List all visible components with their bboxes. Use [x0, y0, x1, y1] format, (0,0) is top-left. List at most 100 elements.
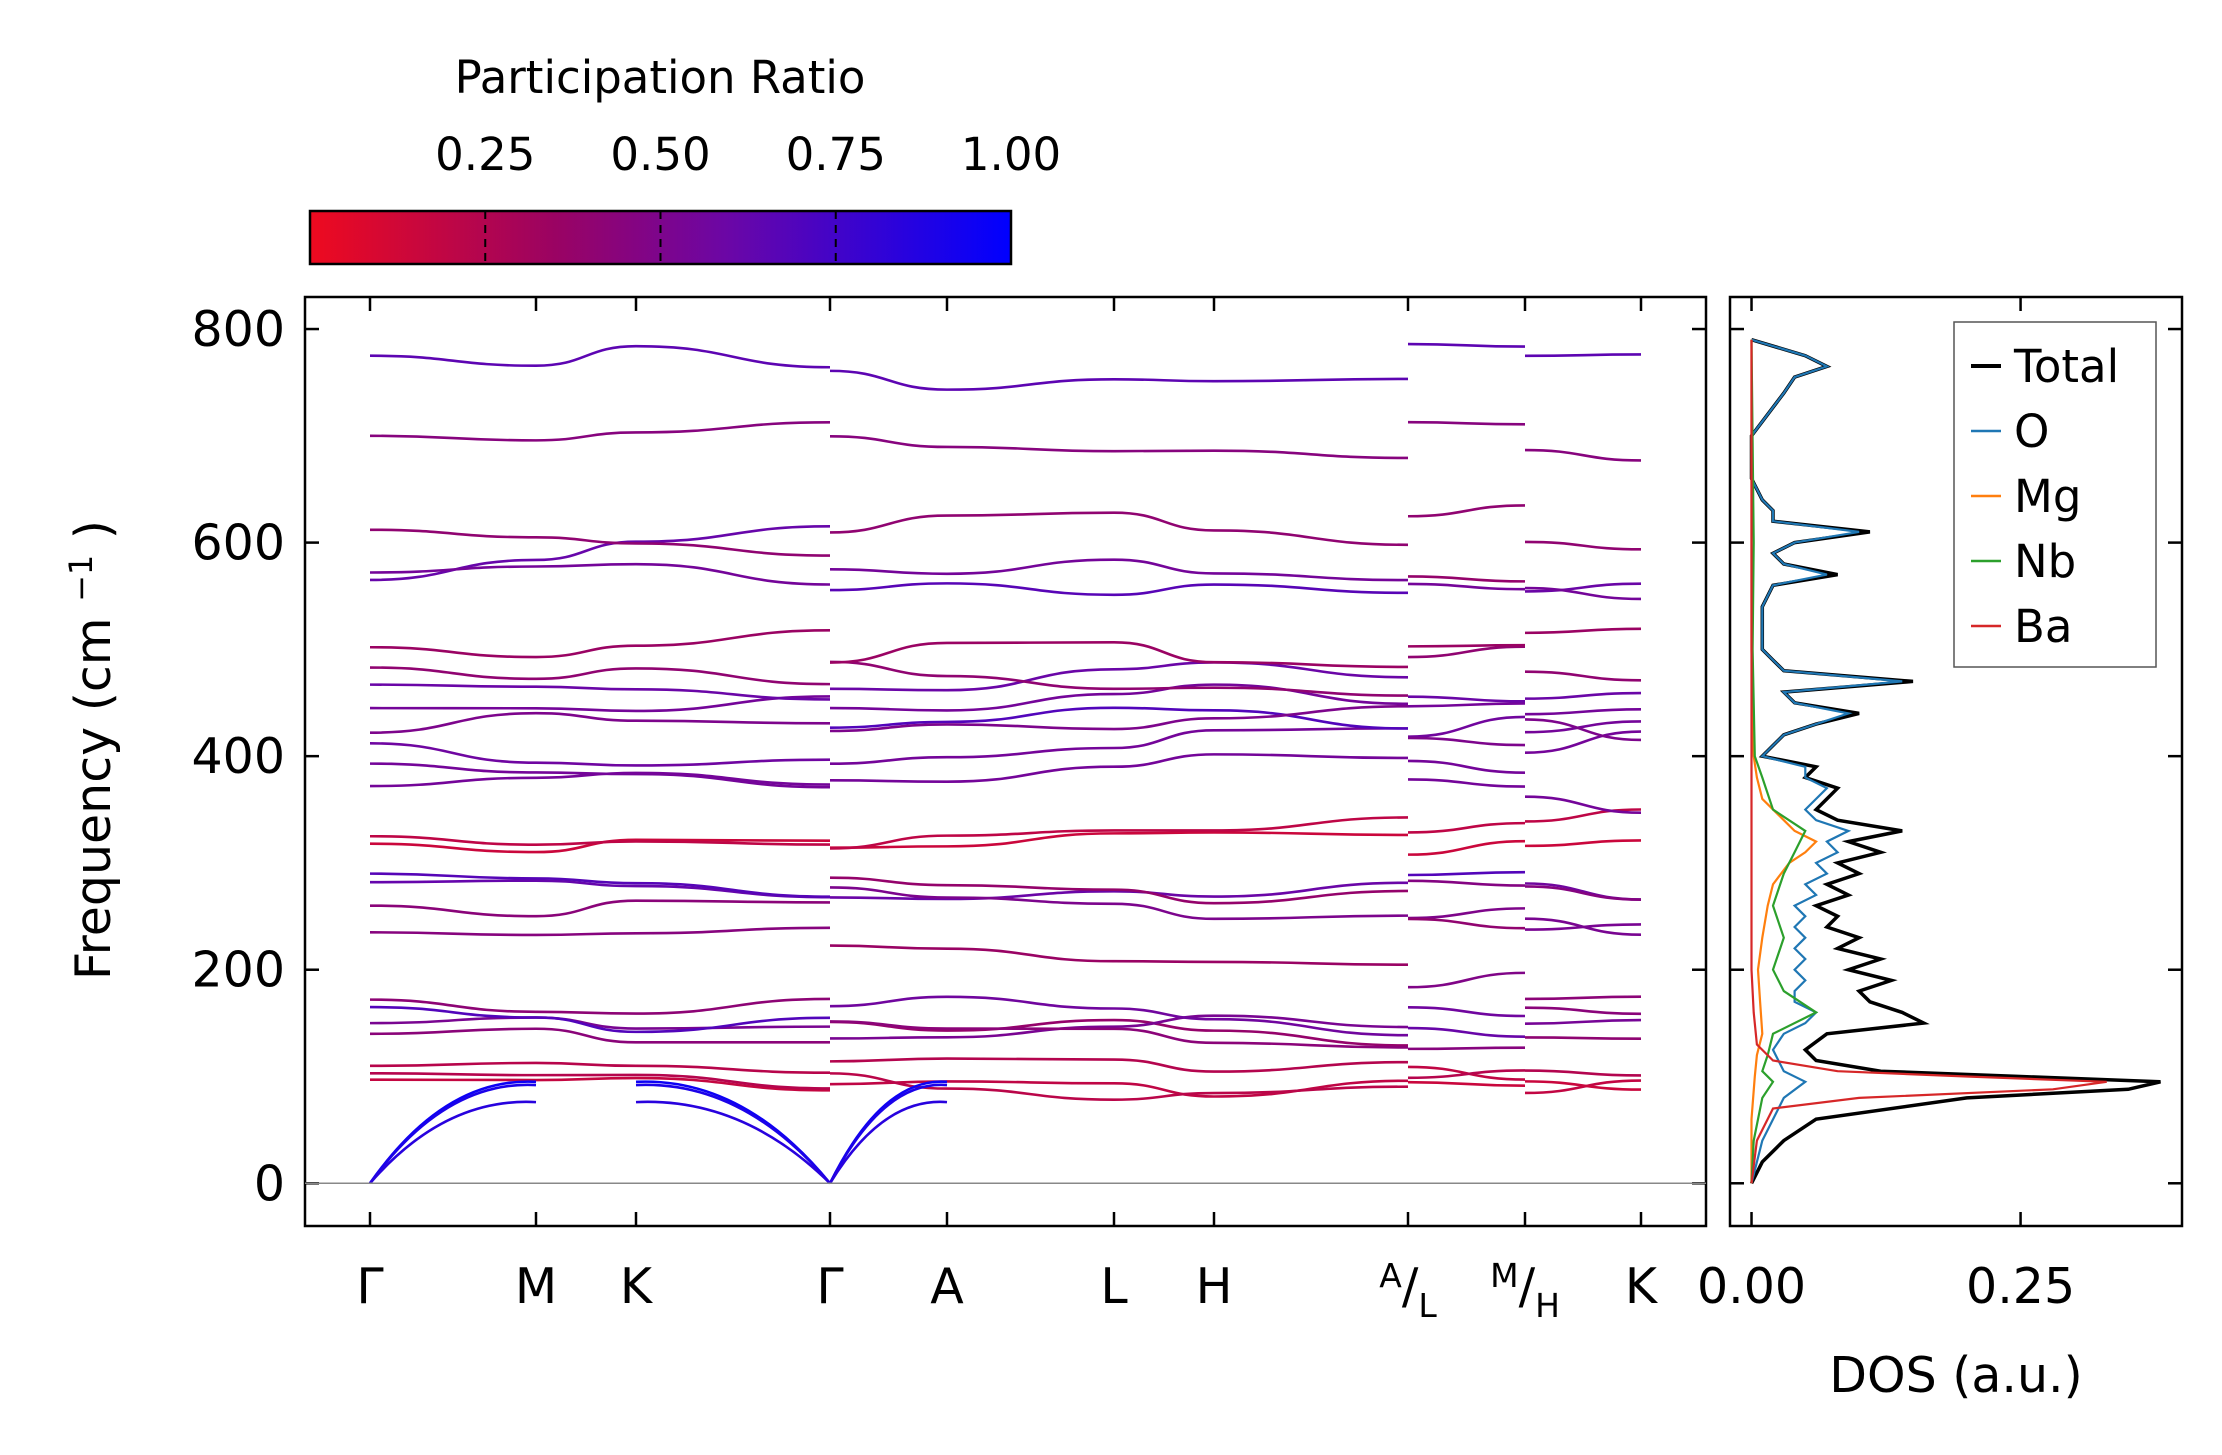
band-branch [1524, 718, 1642, 742]
band-branch [369, 344, 831, 369]
x-tick-a-l-sub: L [1418, 1286, 1437, 1325]
legend-label: Nb [2014, 535, 2076, 588]
band-branch [369, 1005, 831, 1034]
legend-label: Total [2013, 340, 2119, 393]
x-tick-l: L [1100, 1258, 1128, 1315]
band-branch [369, 872, 831, 898]
band-branch [829, 558, 1409, 582]
x-tick-m: M [515, 1258, 557, 1315]
dos-series-o [1750, 338, 1903, 1184]
x-tick-m-h-sub: H [1535, 1286, 1560, 1325]
band-branch [1524, 707, 1642, 716]
band-branch [829, 582, 1409, 597]
dos-axis-ticks: 0.00 0.25 [1697, 297, 2182, 1315]
band-branch [829, 1018, 1409, 1047]
band-branch [1407, 582, 1526, 591]
band-branch [829, 369, 1409, 391]
legend-label: Mg [2014, 470, 2081, 523]
dos-series-ba [1750, 339, 2107, 1184]
band-branch [829, 876, 1409, 905]
band-branch [829, 1014, 1409, 1040]
band-branch [369, 879, 831, 899]
colorbar-tick-label: 0.25 [435, 128, 535, 181]
band-branch [369, 838, 831, 854]
band-branch [1407, 1069, 1526, 1080]
band-branch [1524, 627, 1642, 635]
y-tick-label: 400 [191, 728, 285, 785]
band-branch [1407, 695, 1526, 703]
dos-x-axis-label: DOS (a.u.) [1829, 1347, 2082, 1404]
band-branch [1407, 839, 1526, 856]
colorbar-ticks: 0.25 0.50 0.75 1.00 [435, 128, 1061, 264]
x-tick-a-l-slash: / [1402, 1258, 1419, 1315]
band-lines [368, 342, 1642, 1185]
dos-x-tick-label: 0.00 [1697, 1258, 1806, 1315]
band-branch [829, 1020, 1409, 1049]
band-branch [1407, 821, 1526, 834]
band-branch [1524, 586, 1642, 601]
legend-box [1953, 321, 2157, 668]
band-branch [829, 660, 1409, 697]
band-branch [369, 742, 831, 767]
band-branch [369, 1016, 831, 1030]
y-axis-label-unit: (cm [65, 617, 122, 711]
band-branch [1524, 839, 1642, 848]
band-branch [1524, 582, 1642, 593]
band-branch [829, 706, 1409, 730]
band-branch [1407, 504, 1526, 518]
band-branch [369, 762, 831, 789]
band-branch [1407, 778, 1526, 788]
x-tick-a-l: A/L [1379, 1256, 1437, 1325]
band-branch [1407, 1026, 1526, 1038]
band-branch [1524, 917, 1642, 937]
band-branch [1524, 795, 1642, 814]
dos-panel: 0.00 0.25 DOS (a.u.) Total O Mg Nb Ba [1697, 295, 2184, 1404]
x-tick-m-h: M/H [1490, 1256, 1560, 1325]
band-branch [369, 420, 831, 442]
band-branch [1407, 1080, 1526, 1087]
y-axis-label-name: Frequency [65, 727, 122, 980]
band-structure-panel: 0 200 400 600 800 Frequency (cm −1 ) Γ M K Γ… [47, 295, 1708, 1325]
band-branch [369, 629, 831, 659]
band-branch [1524, 995, 1642, 1001]
acoustic-branch [828, 1100, 948, 1184]
band-branch [369, 899, 831, 918]
band-branch [1524, 1080, 1642, 1091]
band-branch [369, 771, 831, 788]
y-tick-label: 0 [254, 1155, 285, 1212]
band-branch [369, 1061, 831, 1075]
band-branch [1407, 702, 1526, 708]
dos-lines [1749, 338, 2161, 1185]
band-branch [369, 695, 831, 713]
band-branch [1524, 448, 1642, 462]
band-branch [1407, 1006, 1526, 1018]
band-branch [1407, 971, 1526, 989]
band-branch [1407, 907, 1526, 920]
band-branch [829, 881, 1409, 901]
band-branch [1524, 730, 1642, 754]
band-branch [1407, 917, 1526, 930]
band-branch [369, 666, 831, 686]
band-branch [1524, 691, 1642, 700]
y-tick-label: 600 [191, 515, 285, 572]
legend: Total O Mg Nb Ba [1953, 321, 2157, 668]
y-axis-label: Frequency (cm −1 ) [47, 520, 122, 980]
acoustic-branch [369, 1100, 537, 1185]
band-branch [369, 711, 831, 734]
band-branch [369, 997, 831, 1015]
band-branch [1407, 715, 1526, 738]
band-branch [829, 511, 1409, 547]
band-branch [1407, 575, 1526, 583]
colorbar-tick-label: 0.50 [610, 128, 710, 181]
band-branch [829, 995, 1409, 1037]
x-tick-k-1: K [620, 1258, 654, 1315]
legend-items: Total O Mg Nb Ba [1971, 340, 2119, 653]
band-branch [369, 562, 831, 586]
band-branch [829, 661, 1409, 692]
colorbar-title: Participation Ratio [455, 51, 866, 104]
band-branch [829, 816, 1409, 850]
dos-series-nb [1750, 339, 1819, 1184]
legend-label: O [2014, 405, 2049, 458]
band-branch [1524, 808, 1642, 823]
